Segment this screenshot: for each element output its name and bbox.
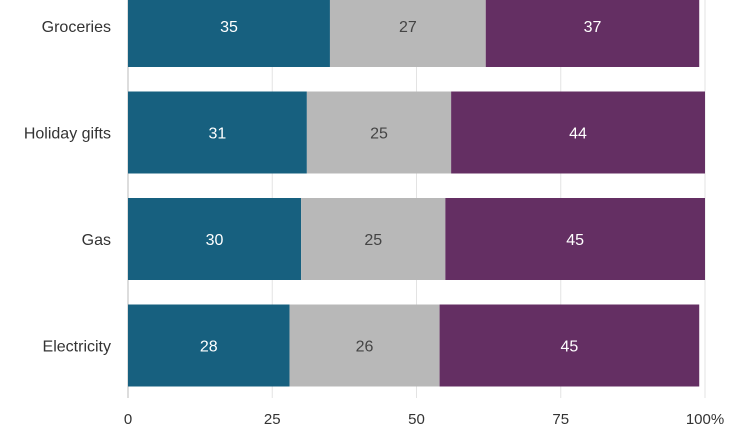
- bar-segment: [128, 91, 307, 174]
- data-label: 45: [566, 232, 584, 249]
- bar-segment: [485, 0, 700, 67]
- category-labels: Groceries Holiday gifts Gas Electricity: [24, 19, 111, 356]
- tick-label: 100%: [686, 411, 724, 426]
- data-label: 37: [584, 19, 602, 36]
- data-label: 26: [356, 339, 374, 356]
- category-label: Gas: [82, 232, 111, 249]
- data-label: 25: [364, 232, 382, 249]
- bar-segment: [128, 0, 330, 67]
- category-label: Holiday gifts: [24, 126, 111, 143]
- bar-segment: [301, 198, 446, 280]
- bar-segment: [329, 0, 486, 67]
- bar-segment: [128, 304, 290, 387]
- data-label: 25: [370, 126, 388, 143]
- bar-segment: [439, 304, 700, 387]
- data-label: 28: [200, 339, 218, 356]
- category-label: Electricity: [43, 339, 111, 356]
- bar-segment: [128, 198, 302, 280]
- data-label: 31: [209, 126, 227, 143]
- data-label: 30: [206, 232, 224, 249]
- x-axis-tick-labels: 0 25 50 75 100%: [124, 411, 724, 426]
- tick-label: 75: [552, 411, 569, 426]
- data-label: 35: [220, 19, 238, 36]
- category-label: Groceries: [42, 19, 111, 36]
- bar-segment: [451, 91, 705, 174]
- tick-label: 50: [408, 411, 425, 426]
- bar-segment: [306, 91, 452, 174]
- data-label: 27: [399, 19, 417, 36]
- bar-segment: [445, 198, 705, 280]
- bars: 35 27 37 31 25 44 30 25 45 28 26 45: [128, 0, 705, 387]
- bar-segment: [289, 304, 440, 387]
- data-label: 45: [561, 339, 579, 356]
- data-label: 44: [569, 126, 587, 143]
- tick-label: 0: [124, 411, 132, 426]
- tick-label: 25: [264, 411, 281, 426]
